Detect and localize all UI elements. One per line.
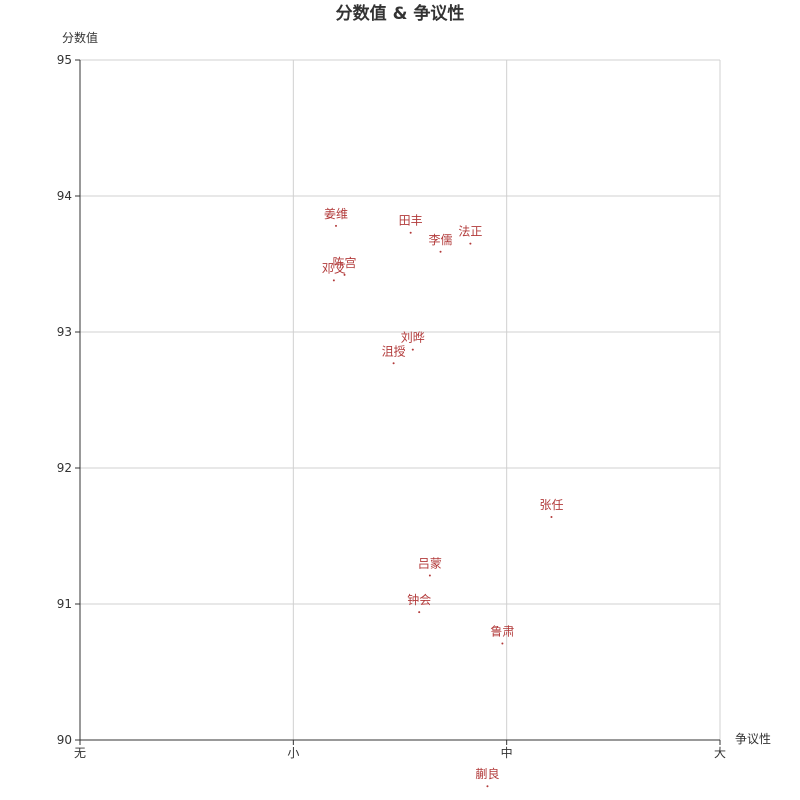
y-tick-label: 95 bbox=[57, 53, 72, 67]
y-tick-label: 94 bbox=[57, 189, 72, 203]
data-point-label: 刘晔 bbox=[401, 331, 425, 345]
data-point bbox=[439, 250, 442, 253]
grid-lines bbox=[80, 59, 721, 740]
x-tick-label: 大 bbox=[714, 746, 726, 760]
data-point bbox=[418, 611, 421, 614]
data-points: 姜维田丰法正李儒陈宫邓艾刘晔沮授张任吕蒙钟会鲁肃蒯良 bbox=[322, 207, 563, 788]
data-point bbox=[469, 242, 472, 245]
data-point bbox=[501, 642, 504, 645]
data-point-label: 沮授 bbox=[382, 343, 406, 358]
y-tick-label: 90 bbox=[57, 733, 72, 747]
chart-title: 分数值 & 争议性 bbox=[336, 3, 465, 24]
axes: 90 91 92 93 94 95 无 小 中 大 bbox=[57, 53, 726, 760]
data-point bbox=[392, 362, 395, 365]
data-point bbox=[343, 273, 346, 276]
x-tick-label: 中 bbox=[501, 745, 513, 760]
y-tick-label: 93 bbox=[57, 325, 72, 339]
data-point-label: 田丰 bbox=[399, 214, 423, 228]
data-point-label: 法正 bbox=[458, 225, 482, 239]
data-point bbox=[428, 574, 431, 577]
x-tick-label: 无 bbox=[74, 746, 86, 760]
data-point bbox=[411, 348, 414, 351]
y-tick-label: 91 bbox=[57, 597, 72, 611]
data-point-label: 邓艾 bbox=[322, 261, 346, 275]
data-point-label: 张任 bbox=[539, 498, 563, 512]
data-point-label: 钟会 bbox=[407, 592, 431, 607]
data-point bbox=[335, 224, 337, 227]
data-point bbox=[550, 515, 553, 518]
x-tick-label: 小 bbox=[287, 746, 299, 760]
data-point bbox=[332, 279, 335, 282]
data-point-label: 吕蒙 bbox=[418, 556, 442, 570]
data-point-label: 姜维 bbox=[324, 207, 348, 221]
data-point-label: 陈宫 bbox=[333, 255, 357, 270]
y-axis-label: 分数值 bbox=[62, 30, 98, 45]
data-point bbox=[486, 785, 489, 788]
data-point-label: 李儒 bbox=[429, 232, 453, 247]
y-tick-label: 92 bbox=[57, 461, 72, 475]
data-point-label: 鲁肃 bbox=[490, 624, 514, 638]
data-point bbox=[409, 231, 412, 234]
data-point-label: 蒯良 bbox=[475, 766, 499, 781]
x-axis-label: 争议性 bbox=[735, 732, 771, 746]
